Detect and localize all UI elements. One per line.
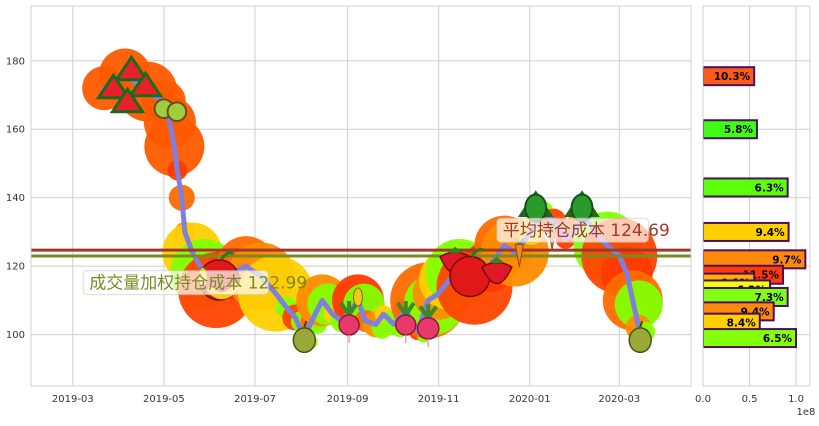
volume-bar-label: 6.3% <box>755 182 785 194</box>
radish-icon <box>395 301 417 343</box>
side-x-axis-ticks: 0.0 0.5 1.0 <box>695 394 804 405</box>
x-tick-label: 2019-07 <box>234 394 276 405</box>
avg-cost-label: 平均持仓成本 124.69 <box>496 217 670 243</box>
y-tick-label: 100 <box>6 330 25 341</box>
avg-cost-label-text: 平均持仓成本 124.69 <box>503 221 670 241</box>
volume-bar-label: 7.3% <box>755 292 785 304</box>
watermelon-icon <box>95 54 164 114</box>
watermelon-rind <box>524 193 548 223</box>
pear-body <box>292 327 317 354</box>
y-tick-label: 180 <box>6 56 25 67</box>
plot-content: 平均持仓成本 124.69 成交量加权持仓成本 122.99 <box>31 48 691 354</box>
side-x-tick-label: 1.0 <box>788 394 804 405</box>
kiwi-icon <box>153 98 188 123</box>
watermelon-slice <box>113 54 150 82</box>
volume-bar: 10.3% <box>703 66 756 87</box>
volume-bar: 5.8% <box>703 119 758 140</box>
strawberry-icon <box>480 257 513 285</box>
y-tick-label: 160 <box>6 125 25 136</box>
watermelon-slice <box>95 72 132 100</box>
watermelon-rind <box>570 193 594 223</box>
cost-annotations: 平均持仓成本 124.69 成交量加权持仓成本 122.99 <box>82 217 670 296</box>
side-x-tick-label: 0.5 <box>742 394 758 405</box>
watermelon-slice <box>109 86 146 114</box>
volume-bar-rect <box>703 66 756 87</box>
corn-cob <box>353 287 363 307</box>
x-axis-ticks: 2019-03 2019-05 2019-07 2019-09 2019-11 2020-… <box>52 394 640 405</box>
volume-bar: 6.5% <box>703 328 798 349</box>
x-tick-label: 2019-11 <box>418 394 460 405</box>
side-x-multiplier: 1e8 <box>797 407 816 418</box>
plot-frame <box>30 5 692 387</box>
side-x-tick-label: 0.0 <box>695 394 711 405</box>
volume-bar-rect <box>703 177 789 198</box>
side-plot-frame <box>702 5 811 387</box>
volume-bar-label: 9.4% <box>755 227 785 239</box>
apple-body <box>449 255 491 298</box>
apple-leaf <box>470 247 485 258</box>
volume-bar-rect <box>703 119 758 140</box>
x-tick-label: 2020-03 <box>598 394 640 405</box>
vwap-cost-label: 成交量加权持仓成本 122.99 <box>82 270 307 296</box>
volume-bar-rect <box>703 328 798 349</box>
radish-leaves <box>396 301 416 317</box>
cluster-blob <box>614 280 663 329</box>
volume-bar-label: 10.3% <box>714 71 751 83</box>
vwap-cost-label-text: 成交量加权持仓成本 122.99 <box>89 274 307 294</box>
strawberry-leaves <box>488 257 505 263</box>
y-tick-label: 120 <box>6 262 25 273</box>
volume-bar-label: 8.4% <box>727 318 757 330</box>
pear-stem <box>303 320 308 328</box>
volume-bar: 9.4% <box>703 221 790 242</box>
volume-bar-label: 9.7% <box>772 254 802 266</box>
apple-icon <box>449 247 491 298</box>
side-bars: 10.3%5.8%6.3%9.4%9.7%11.5%9.1%6.2%7.3%9.… <box>703 66 807 349</box>
pear-icon <box>628 320 652 354</box>
volume-bar-rect <box>703 221 790 242</box>
strawberry-leaves <box>447 246 464 253</box>
y-axis-ticks: 100 120 140 160 180 <box>6 56 25 341</box>
x-tick-label: 2019-03 <box>52 394 94 405</box>
y-tick-label: 140 <box>6 193 25 204</box>
pear-stem <box>639 320 644 328</box>
x-tick-label: 2019-05 <box>143 394 185 405</box>
annotation-box <box>496 217 649 243</box>
radish-root <box>338 314 360 336</box>
radish-icon <box>338 301 360 343</box>
radish-root <box>395 314 417 336</box>
x-tick-label: 2020-01 <box>509 394 551 405</box>
pear-icon <box>292 320 317 354</box>
strawberry-body <box>480 261 513 285</box>
radish-root <box>416 316 440 340</box>
radish-leaves <box>418 304 438 320</box>
watermelon-icon <box>517 190 554 223</box>
watermelon-slice <box>127 70 164 98</box>
annotation-box <box>82 270 269 296</box>
corn-icon <box>353 287 363 307</box>
x-tick-label: 2019-09 <box>327 394 369 405</box>
volume-bar: 8.4% <box>703 312 761 333</box>
volume-profile-plot: 10.3%5.8%6.3%9.4%9.7%11.5%9.1%6.2%7.3%9.… <box>695 5 816 418</box>
radish-icon <box>416 304 440 348</box>
pear-body <box>628 327 652 354</box>
volume-bar-label: 6.5% <box>763 333 793 345</box>
kiwi-half <box>166 101 188 123</box>
volume-bar: 6.3% <box>703 177 789 198</box>
apple-leaf <box>219 251 234 261</box>
volume-bar-label: 5.8% <box>724 124 754 136</box>
